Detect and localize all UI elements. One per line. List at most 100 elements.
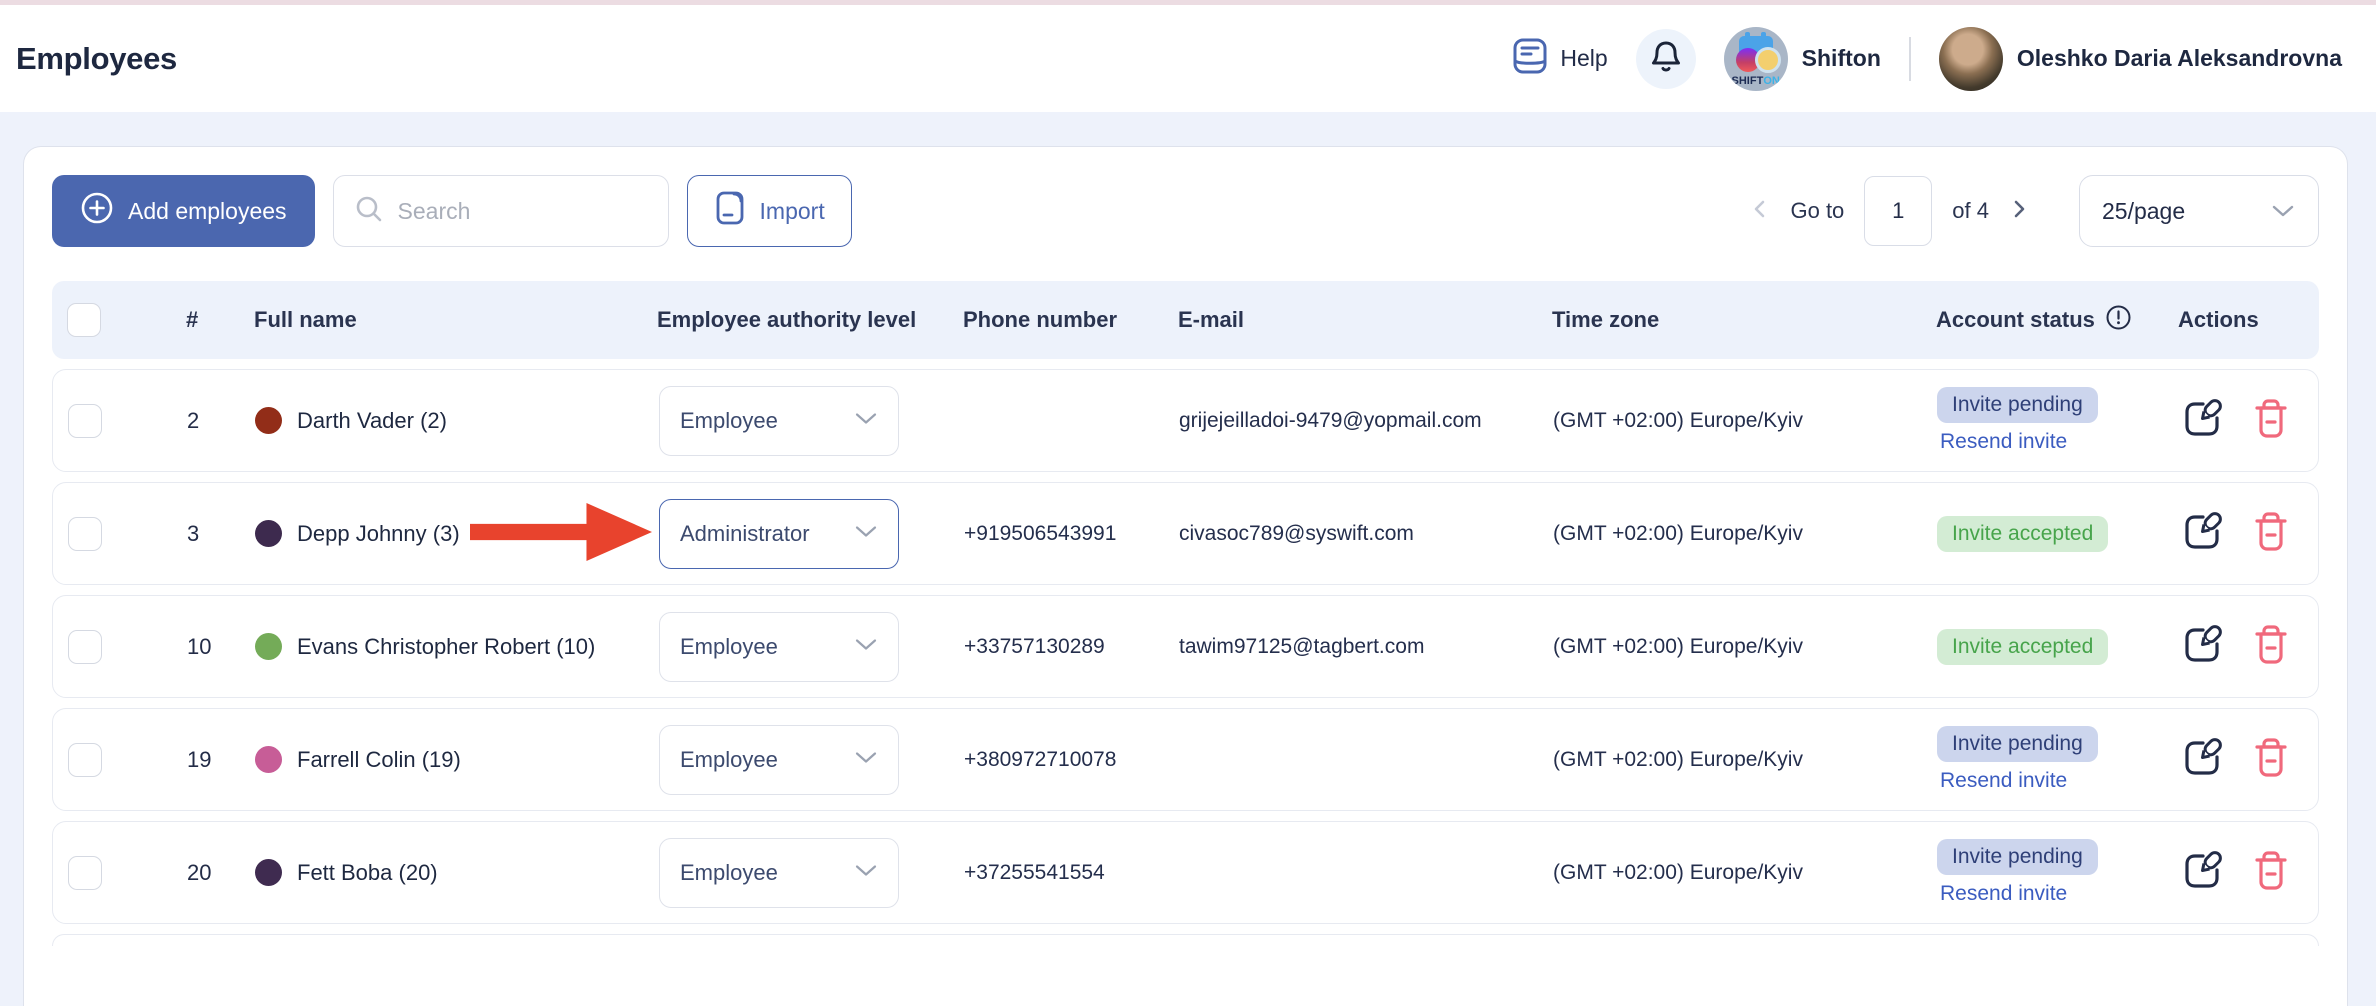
search-box [332, 175, 669, 247]
edit-button[interactable] [2179, 622, 2225, 671]
row-number: 3 [187, 520, 200, 546]
edit-pencil-icon [2179, 509, 2225, 558]
row-number: 10 [187, 633, 212, 659]
authority-level-select[interactable]: Employee [659, 385, 899, 456]
page-title: Employees [16, 40, 177, 76]
email: grijejeilladoi-9479@yopmail.com [1179, 408, 1482, 432]
search-icon [354, 194, 384, 229]
email: civasoc789@syswift.com [1179, 521, 1414, 545]
status-badge: Invite accepted [1937, 628, 2109, 665]
delete-button[interactable] [2251, 622, 2291, 671]
resend-invite-link[interactable]: Resend invite [1940, 430, 2068, 453]
authority-level-select[interactable]: Employee [659, 611, 899, 682]
row-number: 2 [187, 407, 200, 433]
user-menu[interactable]: Oleshko Daria Aleksandrovna [1938, 26, 2342, 91]
edit-button[interactable] [2179, 735, 2225, 784]
delete-button[interactable] [2251, 509, 2291, 558]
employee-name: Darth Vader (2) [297, 407, 447, 433]
select-all-checkbox[interactable] [67, 303, 101, 337]
chevron-down-icon [854, 863, 878, 883]
employee-color-dot [255, 633, 282, 660]
row-checkbox[interactable] [68, 516, 102, 551]
authority-level-select[interactable]: Administrator [659, 498, 899, 569]
delete-button[interactable] [2251, 848, 2291, 897]
employee-color-dot [255, 520, 282, 547]
user-name: Oleshko Daria Aleksandrovna [2016, 45, 2342, 71]
next-page-icon[interactable] [2009, 195, 2029, 228]
row-checkbox[interactable] [68, 855, 102, 890]
company-menu[interactable]: SHIFTON Shifton [1723, 26, 1881, 91]
status-badge: Invite pending [1937, 387, 2098, 423]
rows: 2 Darth Vader (2) Employee grijejeillado… [52, 369, 2319, 924]
table-row: 10 Evans Christopher Robert (10) Employe… [52, 595, 2319, 698]
employee-name: Depp Johnny (3) [297, 520, 460, 546]
edit-button[interactable] [2179, 848, 2225, 897]
per-page-select[interactable]: 25/page [2079, 175, 2319, 247]
status-badge: Invite pending [1937, 726, 2098, 762]
email: tawim97125@tagbert.com [1179, 634, 1425, 658]
prev-page-icon[interactable] [1750, 195, 1770, 228]
employee-color-dot [255, 859, 282, 886]
table-header: # Full name Employee authority level Pho… [52, 281, 2319, 359]
employee-name: Evans Christopher Robert (10) [297, 633, 596, 659]
notifications-button[interactable] [1635, 28, 1696, 89]
status-badge: Invite accepted [1937, 515, 2109, 552]
trash-icon [2251, 848, 2291, 897]
column-account-status: Account status [1936, 307, 2095, 332]
add-employees-button[interactable]: Add employees [52, 175, 315, 247]
page-count-label: of 4 [1952, 198, 1989, 223]
column-number: # [186, 307, 199, 332]
phone-number: +33757130289 [964, 634, 1105, 658]
trash-icon [2251, 622, 2291, 671]
employee-color-dot [255, 407, 282, 434]
phone-number: +380972710078 [964, 747, 1117, 771]
table-row: 3 Depp Johnny (3) Administrator +9195065… [52, 482, 2319, 585]
row-checkbox[interactable] [68, 629, 102, 664]
table-row: 19 Farrell Colin (19) Employee +38097271… [52, 708, 2319, 811]
shifton-logo: SHIFTON [1723, 26, 1788, 91]
help-book-icon [1512, 37, 1548, 80]
chevron-down-icon [854, 637, 878, 657]
column-email: E-mail [1178, 307, 1245, 332]
employee-color-dot [255, 746, 282, 773]
resend-invite-link[interactable]: Resend invite [1940, 769, 2068, 792]
help-button[interactable]: Help [1512, 37, 1608, 80]
edit-pencil-icon [2179, 735, 2225, 784]
user-avatar [1938, 26, 2003, 91]
employee-name: Fett Boba (20) [297, 859, 438, 885]
delete-button[interactable] [2251, 396, 2291, 445]
chevron-down-icon [854, 524, 878, 544]
chevron-down-icon [854, 750, 878, 770]
edit-pencil-icon [2179, 622, 2225, 671]
chevron-down-icon [854, 411, 878, 431]
chevron-down-icon [2270, 198, 2296, 225]
delete-button[interactable] [2251, 735, 2291, 784]
info-icon[interactable] [2105, 304, 2132, 337]
top-accent-strip [0, 0, 2376, 5]
row-number: 19 [187, 746, 212, 772]
row-checkbox[interactable] [68, 403, 102, 438]
edit-button[interactable] [2179, 396, 2225, 445]
phone-number: +37255541554 [964, 860, 1105, 884]
search-input[interactable] [397, 197, 648, 225]
table-row: 2 Darth Vader (2) Employee grijejeillado… [52, 369, 2319, 472]
app-header: Employees Help SHIFTON [0, 5, 2376, 112]
authority-level-select[interactable]: Employee [659, 837, 899, 908]
edit-pencil-icon [2179, 396, 2225, 445]
timezone: (GMT +02:00) Europe/Kyiv [1553, 408, 1803, 432]
table-row-partial [52, 934, 2319, 946]
resend-invite-link[interactable]: Resend invite [1940, 882, 2068, 905]
page-number-input[interactable] [1864, 176, 1933, 246]
edit-button[interactable] [2179, 509, 2225, 558]
authority-level-select[interactable]: Employee [659, 724, 899, 795]
plus-circle-icon [80, 191, 114, 231]
goto-label: Go to [1790, 198, 1845, 223]
import-file-icon [714, 190, 746, 232]
row-number: 20 [187, 859, 212, 885]
trash-icon [2251, 396, 2291, 445]
phone-number: +919506543991 [964, 521, 1117, 545]
import-button[interactable]: Import [686, 175, 852, 247]
row-checkbox[interactable] [68, 742, 102, 777]
timezone: (GMT +02:00) Europe/Kyiv [1553, 747, 1803, 771]
timezone: (GMT +02:00) Europe/Kyiv [1553, 634, 1803, 658]
